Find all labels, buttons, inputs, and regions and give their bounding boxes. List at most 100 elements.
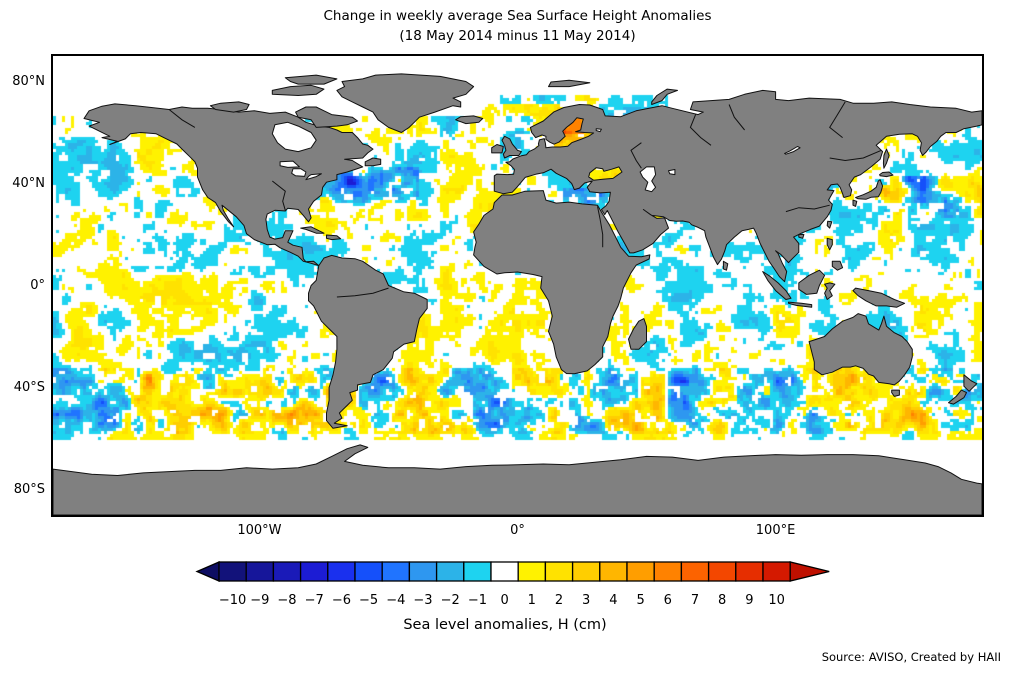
y-tick-label: 40°N — [12, 175, 45, 191]
colorbar-cell — [490, 561, 519, 582]
colorbar-cell — [599, 561, 628, 582]
colorbar-cell — [299, 561, 329, 582]
colorbar-cell — [354, 561, 383, 582]
water-body-aral-sea — [668, 169, 676, 176]
landmass-antarctica — [53, 444, 982, 515]
colorbar-tick-label: 3 — [582, 593, 590, 608]
colorbar-tick-label: −3 — [413, 593, 432, 608]
landmass-cuba — [300, 226, 325, 234]
water-body-lake-ladoga — [595, 128, 602, 133]
colorbar-cell — [517, 561, 547, 582]
river-amur-river — [829, 149, 882, 162]
colorbar-right-extend-arrow — [789, 561, 830, 582]
colorbar-cell — [707, 561, 737, 582]
water-body-caspian-sea — [639, 166, 657, 193]
river-amazon-river — [336, 287, 389, 298]
landmass-sakhalin — [882, 148, 890, 169]
colorbar-tick-label: 0 — [500, 593, 508, 608]
landmass-greenland — [336, 73, 475, 133]
colorbar-tick-label: −6 — [332, 593, 351, 608]
landmass-java — [788, 301, 813, 308]
landmass-arctic-islands — [271, 84, 325, 96]
colorbar-cell — [245, 561, 275, 582]
colorbar-tick-label: 10 — [768, 593, 785, 608]
colorbar-cell — [408, 561, 438, 582]
colorbar-tick-label: −9 — [250, 593, 269, 608]
landmass-mindanao — [831, 260, 844, 271]
water-body-lake-michigan-huron — [291, 168, 307, 177]
river-yenisei-river — [728, 104, 745, 131]
landmass-nz-north — [963, 374, 978, 392]
colorbar: −10 −9 −8 −7 −6 −5 −4 −3 −2 −1 0 1 2 3 4 5 6 7 8 9 10 Sea le… — [195, 561, 830, 633]
colorbar-cell — [272, 561, 302, 582]
y-tick-label: 0° — [30, 277, 45, 293]
colorbar-cell — [571, 561, 601, 582]
landmass-new-guinea — [852, 287, 906, 308]
colorbar-tick-label: 2 — [555, 593, 563, 608]
x-tick-label: 100°E — [755, 523, 796, 538]
colorbar-tick-label: 7 — [691, 593, 699, 608]
landmass-great-britain — [501, 135, 522, 159]
colorbar-left-extend-arrow — [195, 561, 220, 582]
colorbar-cell — [680, 561, 710, 582]
river-lena-river — [829, 101, 846, 138]
colorbar-tick-label: −1 — [468, 593, 487, 608]
colorbar-cell — [653, 561, 683, 582]
x-tick-label: 100°W — [237, 523, 282, 538]
colorbar-tick-label: −2 — [441, 593, 460, 608]
colorbar-tick-label: −7 — [305, 593, 324, 608]
landmass-south-america — [308, 254, 428, 429]
colorbar-cell — [463, 561, 492, 582]
colorbar-tick-label: 5 — [636, 593, 644, 608]
colorbar-tick-label: 6 — [664, 593, 672, 608]
landmass-victoria-island — [209, 101, 250, 113]
landmass-hispaniola — [326, 234, 342, 241]
colorbar-tick-label: −4 — [386, 593, 405, 608]
landmass-ireland — [491, 144, 504, 154]
landmass-luzon — [826, 237, 833, 251]
river-nile-river — [597, 206, 604, 248]
source-note: Source: AVISO, Created by HAII — [821, 650, 1001, 664]
water-body-hudson-bay — [271, 121, 317, 153]
landmass-sumatra — [762, 271, 792, 300]
landmass-sri-lanka — [722, 260, 729, 271]
landmass-kyushu — [852, 199, 858, 207]
landmass-sulawesi — [824, 282, 836, 300]
landmass-hainan — [798, 234, 805, 239]
y-tick-label: 80°S — [13, 481, 45, 497]
colorbar-cell — [762, 561, 791, 582]
landmass-taiwan — [826, 220, 833, 229]
colorbar-cell — [544, 561, 574, 582]
river-yangtze-river — [785, 204, 830, 213]
river-mackenzie-river — [168, 109, 196, 128]
water-body-lake-baikal — [784, 146, 801, 155]
landmass-hokkaido — [879, 171, 894, 178]
figure-subtitle: (18 May 2014 minus 11 May 2014) — [399, 28, 636, 44]
figure-title: Change in weekly average Sea Surface Hei… — [323, 8, 712, 24]
river-mississippi-river — [271, 180, 286, 211]
colorbar-cell — [327, 561, 356, 582]
map-frame — [51, 54, 984, 517]
landmass-honshu — [855, 179, 884, 200]
water-body-lake-superior — [279, 160, 300, 168]
land-overlay — [53, 73, 982, 515]
landmass-nz-south — [948, 389, 967, 405]
colorbar-cell — [218, 561, 247, 582]
colorbar-tick-label: 9 — [745, 593, 753, 608]
landmass-baffin — [295, 106, 358, 128]
colorbar-axis-label: Sea level anomalies, H (cm) — [403, 617, 606, 633]
landmass-africa — [473, 190, 651, 375]
landmass-iceland — [455, 115, 484, 125]
landmass-newfoundland — [364, 157, 382, 167]
landmass-australia — [808, 313, 913, 386]
landmass-eurasia — [493, 89, 982, 283]
colorbar-tick-label: 1 — [528, 593, 536, 608]
landmass-madagascar — [628, 318, 647, 350]
colorbar-cell — [381, 561, 411, 582]
colorbar-tick-label: −8 — [277, 593, 296, 608]
colorbar-tick-label: −5 — [359, 593, 378, 608]
landmass-borneo — [798, 269, 826, 295]
y-tick-label: 40°S — [13, 379, 45, 395]
colorbar-cell — [626, 561, 655, 582]
